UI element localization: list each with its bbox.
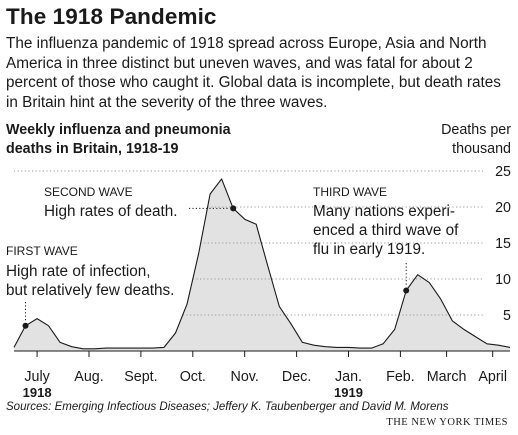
- x-tick-label: March: [427, 369, 467, 385]
- x-tick-label: April: [478, 369, 507, 385]
- annotation-text: High rate of infection,: [6, 263, 151, 280]
- x-tick-label: Feb.: [386, 369, 415, 385]
- headline: The 1918 Pandemic: [6, 4, 217, 29]
- annotation-heading: SECOND WAVE: [44, 185, 133, 199]
- y-tick-label: 10: [495, 272, 511, 288]
- annotation-text: High rates of death.: [44, 203, 178, 220]
- chart-title: Weekly influenza and pneumonia deaths in…: [6, 121, 231, 158]
- x-tick-label: July: [24, 369, 50, 385]
- annotation-text: Many nations experi-: [313, 203, 455, 220]
- annotation-heading: THIRD WAVE: [313, 185, 387, 199]
- x-tick-label: Oct.: [180, 369, 206, 385]
- x-tick-label: Dec.: [282, 369, 311, 385]
- area-fill: [14, 178, 510, 351]
- y-tick-label: 20: [495, 200, 511, 216]
- y-tick-label: 25: [495, 164, 511, 180]
- annotation-marker: [22, 322, 29, 329]
- credit-line: THE NEW YORK TIMES: [386, 417, 508, 428]
- series-line: [13, 178, 511, 350]
- annotation-marker: [230, 205, 237, 212]
- x-tick-label: Jan.: [335, 369, 362, 385]
- x-tick-label: Aug.: [74, 369, 103, 385]
- y-tick-label: 5: [503, 308, 511, 324]
- y-axis-label: Deaths per thousand: [411, 121, 511, 158]
- x-year-label: 1919: [334, 385, 363, 400]
- y-axis-label-line: thousand: [452, 140, 511, 157]
- annotation-text: but relatively few deaths.: [6, 282, 174, 299]
- chart-title-line: Weekly influenza and pneumonia: [6, 122, 231, 138]
- annotation-heading: FIRST WAVE: [6, 244, 78, 258]
- x-year-label: 1918: [23, 385, 52, 400]
- annotation-text: flu in early 1919.: [313, 241, 425, 258]
- annotation-text: enced a third wave of: [313, 222, 459, 239]
- x-tick-label: Nov.: [231, 369, 259, 385]
- intro-paragraph: The influenza pandemic of 1918 spread ac…: [6, 35, 501, 111]
- x-tick-label: Sept.: [124, 369, 157, 385]
- y-axis-label-line: Deaths per: [441, 122, 511, 138]
- annotation-marker: [403, 287, 410, 294]
- chart-title-line: deaths in Britain, 1918-19: [6, 140, 179, 157]
- y-tick-label: 15: [495, 236, 511, 252]
- source-note: Sources: Emerging Infectious Diseases; J…: [6, 401, 449, 413]
